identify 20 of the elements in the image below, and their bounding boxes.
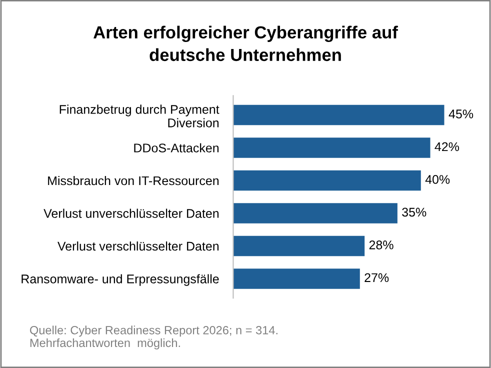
y-tick-label: Ransomware- und Erpressungsfälle (22, 274, 219, 286)
data-label: 40% (425, 175, 450, 184)
y-tick-label: Missbrauch von IT-Ressourcen (48, 176, 219, 186)
y-tick-label: Verlust unverschlüsselter Daten (44, 208, 219, 218)
bar (233, 138, 430, 158)
data-label: 28% (369, 240, 394, 250)
bar (233, 268, 360, 289)
source-note: Quelle: Cyber Readiness Report 2026; n = 314. Mehrfachantworten möglich. (30, 326, 278, 350)
bar (233, 203, 398, 224)
y-tick-label: Finanzbetrug durch Payment Diversion (60, 104, 220, 128)
chart-title: Arten erfolgreicher Cyberangriffe auf deutsche Unternehmen (94, 26, 398, 62)
bar (233, 104, 444, 126)
data-label: 35% (402, 208, 426, 217)
bar (233, 170, 421, 191)
data-label: 27% (364, 273, 389, 282)
data-label: 42% (434, 142, 460, 152)
bar (233, 236, 365, 256)
y-tick-label: DDoS-Attacken (134, 143, 219, 152)
y-tick-label: Verlust verschlüsselter Daten (58, 241, 219, 251)
data-label: 45% (448, 110, 474, 118)
